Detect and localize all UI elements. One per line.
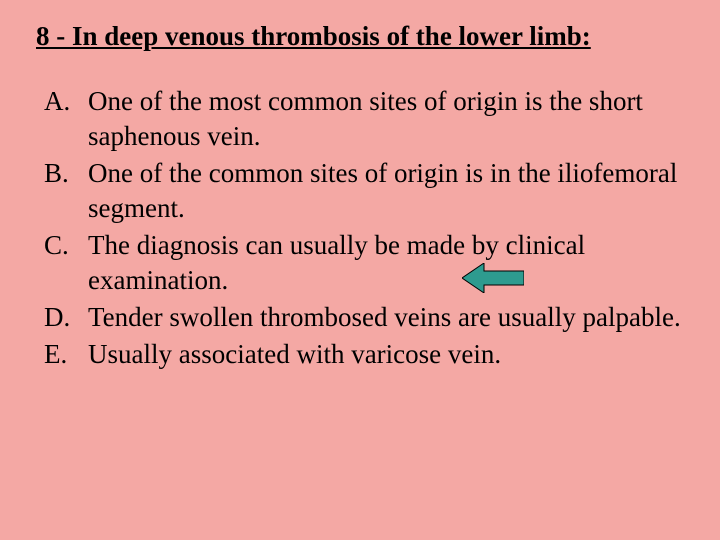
option-letter: D.: [44, 300, 88, 335]
option-letter: E.: [44, 337, 88, 372]
answer-arrow-icon: [462, 263, 524, 293]
option-text: One of the most common sites of origin i…: [88, 84, 684, 154]
option-c: C. The diagnosis can usually be made by …: [44, 228, 684, 298]
option-text: The diagnosis can usually be made by cli…: [88, 228, 684, 298]
option-e: E. Usually associated with varicose vein…: [44, 337, 684, 372]
option-a: A. One of the most common sites of origi…: [44, 84, 684, 154]
question-heading: 8 - In deep venous thrombosis of the low…: [36, 20, 684, 54]
option-text: Usually associated with varicose vein.: [88, 337, 684, 372]
option-d: D. Tender swollen thrombosed veins are u…: [44, 300, 684, 335]
option-letter: B.: [44, 156, 88, 191]
option-b: B. One of the common sites of origin is …: [44, 156, 684, 226]
options-list: A. One of the most common sites of origi…: [36, 84, 684, 373]
arrow-shape: [462, 263, 524, 293]
option-letter: C.: [44, 228, 88, 263]
option-text: Tender swollen thrombosed veins are usua…: [88, 300, 684, 335]
option-letter: A.: [44, 84, 88, 119]
option-text: One of the common sites of origin is in …: [88, 156, 684, 226]
